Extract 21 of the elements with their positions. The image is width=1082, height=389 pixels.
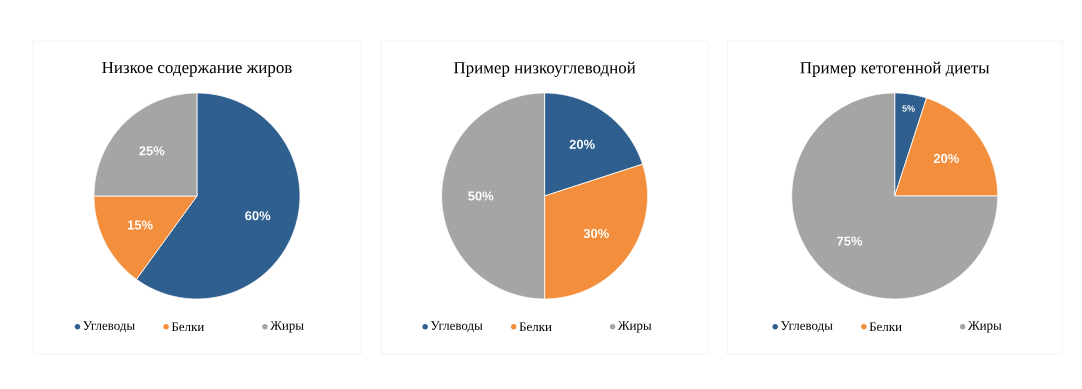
- data-label: 5%: [902, 105, 915, 112]
- legend-label: Жиры: [617, 321, 652, 333]
- data-label: 30%: [583, 228, 609, 239]
- chart-title: Пример кетогенной диеты: [800, 61, 990, 77]
- legend-label: Жиры: [270, 321, 304, 333]
- data-label: 60%: [245, 211, 271, 221]
- data-label: 25%: [139, 146, 165, 156]
- data-label: 20%: [569, 139, 595, 149]
- legend-label: Белки: [519, 322, 552, 332]
- legend-label: Углеводы: [83, 321, 135, 333]
- legend-label: Углеводы: [780, 321, 833, 333]
- legend-label: Жиры: [968, 321, 1002, 333]
- chart-title: Пример низкоуглеводной: [453, 61, 636, 77]
- data-label: 15%: [127, 220, 153, 230]
- data-label: 50%: [468, 191, 494, 201]
- data-label: 20%: [933, 153, 959, 164]
- legend-label: Белки: [171, 322, 204, 332]
- chart-title: Низкое содержание жиров: [102, 61, 292, 77]
- legend-label: Белки: [869, 322, 902, 332]
- legend-label: Углеводы: [430, 321, 483, 333]
- data-label: 75%: [837, 236, 863, 246]
